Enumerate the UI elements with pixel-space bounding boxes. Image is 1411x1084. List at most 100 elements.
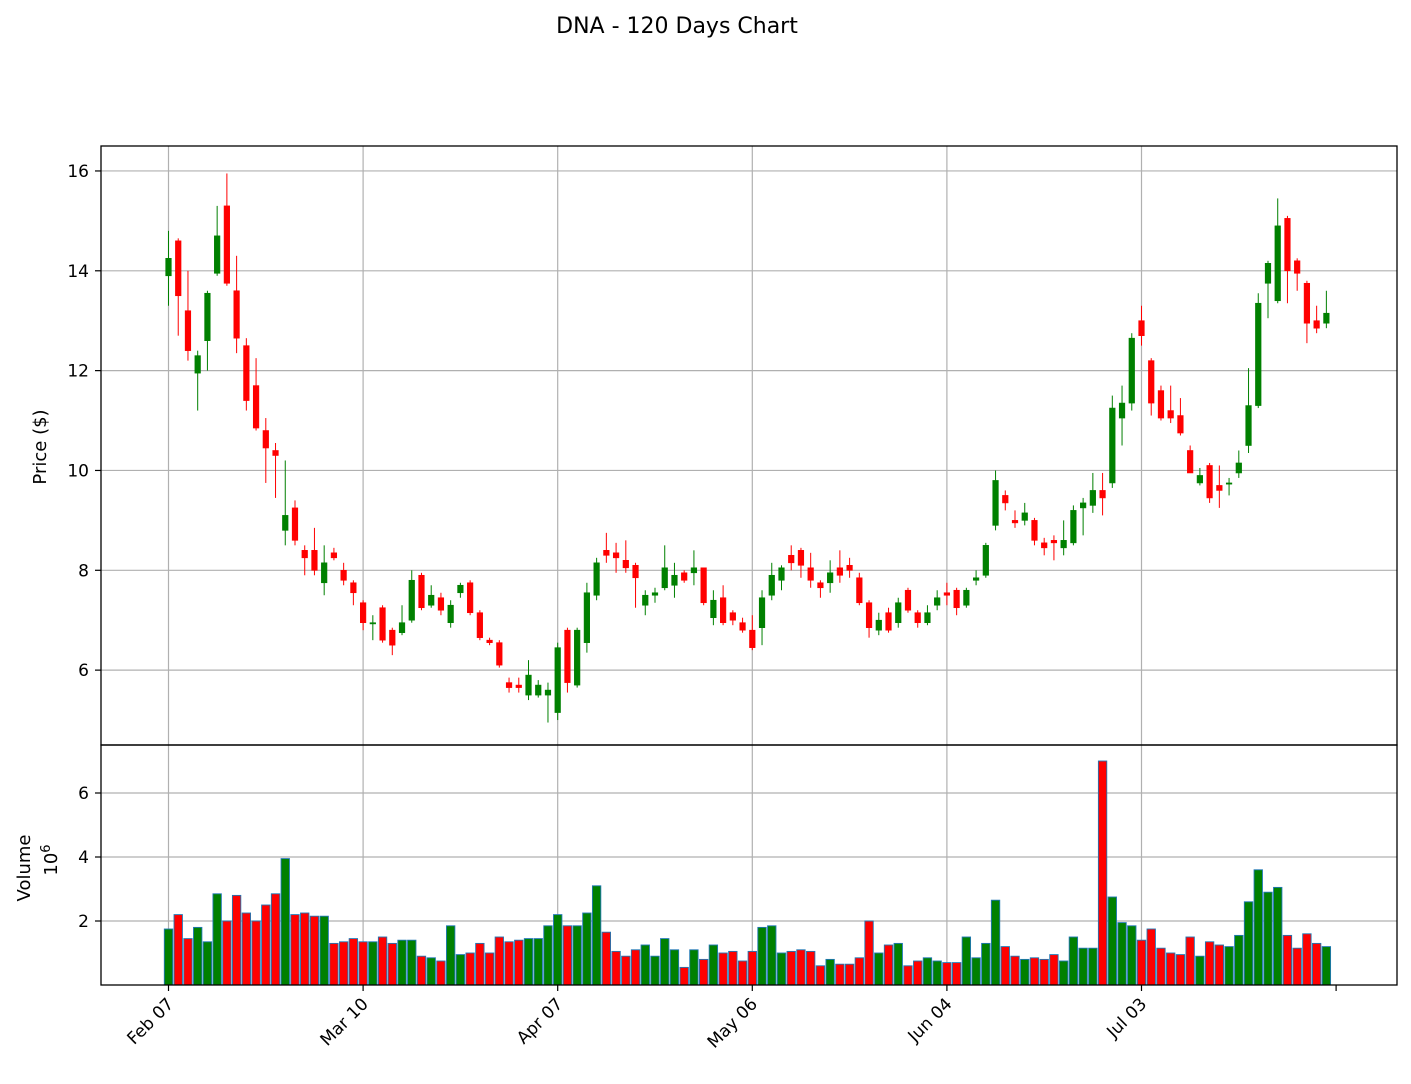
volume-bar [173, 914, 183, 986]
candle-body [525, 674, 532, 696]
volume-bar [942, 962, 952, 986]
candle-body [204, 292, 211, 341]
volume-tick-label: 4 [78, 848, 89, 868]
volume-scale-base: 10 [41, 853, 62, 876]
candle-body [632, 564, 639, 579]
candle-body [1099, 490, 1106, 499]
volume-bar [562, 925, 573, 986]
volume-bar [1166, 952, 1176, 986]
volume-bar [864, 920, 874, 986]
candle-body [1060, 540, 1067, 549]
candle-body [1011, 520, 1019, 524]
candle-body [1157, 390, 1165, 419]
candle-body [1313, 320, 1320, 329]
volume-bar [591, 885, 602, 986]
chart-title: DNA - 120 Days Chart [556, 14, 798, 39]
candle-body [807, 567, 814, 581]
volume-bar [699, 958, 709, 986]
price-axis-label: Price ($) [30, 409, 51, 484]
volume-bar [1214, 944, 1224, 986]
volume-bar [708, 944, 719, 986]
volume-bar [523, 938, 534, 986]
candle-body [1323, 312, 1330, 324]
volume-y-axis: 2 4 6 [78, 784, 101, 932]
candle-body [496, 642, 503, 666]
x-tick-label: Jul 03 [1103, 994, 1151, 1042]
volume-bar [1117, 922, 1127, 986]
candle-body [788, 555, 795, 564]
candle-body [369, 622, 376, 625]
candle-body [535, 684, 542, 696]
volume-bar [728, 950, 738, 986]
volume-bar [1204, 941, 1215, 986]
volume-bar [407, 939, 417, 986]
volume-bar [1020, 958, 1030, 986]
volume-bar [319, 915, 329, 986]
volume-bar [222, 920, 232, 986]
candle-body [291, 507, 299, 541]
volume-bar [922, 957, 933, 986]
volume-bar [1039, 958, 1049, 986]
volume-bar [1000, 946, 1010, 986]
volume-bar [377, 936, 388, 986]
candle-body [1128, 337, 1135, 404]
volume-bar [981, 942, 991, 986]
candle-body [1294, 260, 1301, 274]
volume-bar [786, 950, 796, 986]
volume-bar [990, 899, 1001, 986]
candle-body [739, 622, 746, 631]
volume-bar [309, 915, 320, 986]
volume-bar [231, 894, 242, 986]
x-tick-label: May 06 [704, 994, 762, 1052]
volume-bar [1292, 947, 1302, 986]
volume-bar [640, 944, 650, 986]
volume-bar [737, 960, 748, 986]
candle-body [1303, 282, 1311, 324]
volume-bar [1078, 947, 1088, 986]
candle-body [895, 602, 902, 624]
volume-bar [903, 965, 913, 986]
candle-body [282, 515, 289, 531]
candle-body [827, 572, 834, 584]
candle-body [914, 612, 921, 624]
volume-bar [854, 957, 864, 986]
volume-bar [475, 942, 485, 986]
volume-bar [1127, 925, 1137, 986]
candle-body [934, 597, 941, 606]
x-tick-label: Apr 07 [513, 994, 567, 1048]
candle-body [982, 545, 989, 576]
candle-body [817, 582, 824, 589]
candle-body [165, 258, 172, 277]
volume-bar [484, 952, 495, 986]
volume-bar [630, 949, 641, 986]
candle-body [953, 589, 960, 609]
candle-body [924, 612, 931, 624]
candle-body [340, 569, 347, 581]
volume-bar [465, 952, 475, 986]
volume-tick-label: 2 [78, 912, 89, 932]
candle-body [622, 560, 629, 569]
candle-body [214, 235, 221, 274]
volume-bar [679, 966, 689, 986]
volume-bar [660, 938, 670, 986]
volume-bar [874, 952, 884, 986]
volume-bar [1282, 934, 1293, 986]
volume-bar [1068, 936, 1079, 986]
volume-bar [553, 914, 563, 986]
volume-bar [1049, 954, 1059, 986]
volume-bar [261, 904, 271, 986]
candle-body [252, 385, 260, 429]
volume-bar [601, 931, 612, 986]
candle-body [1109, 407, 1116, 484]
candle-body [865, 602, 873, 628]
candle-body [1002, 495, 1009, 504]
candle-body [1118, 402, 1126, 419]
volume-bar [494, 936, 504, 986]
candle-body [1206, 465, 1213, 499]
candle-body [943, 592, 950, 596]
candles [165, 173, 1330, 723]
candle-body [768, 574, 775, 596]
candle-body [1264, 263, 1272, 284]
candle-body [467, 582, 474, 614]
volume-bar [241, 912, 251, 986]
